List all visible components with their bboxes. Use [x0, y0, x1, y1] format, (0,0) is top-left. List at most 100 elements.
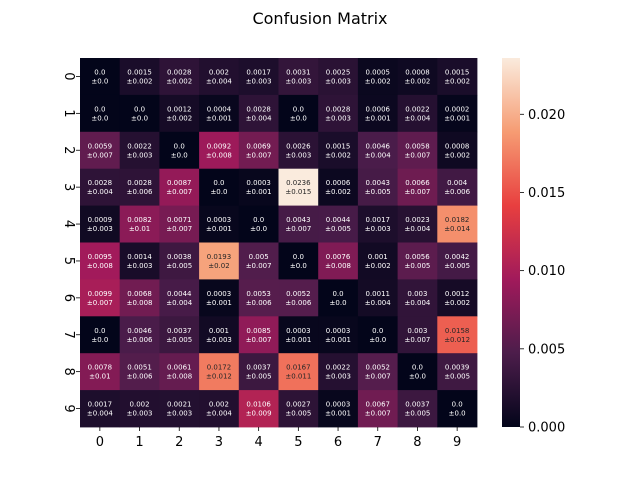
cell-value-label: 0.0003 — [246, 179, 271, 187]
cell-value-label: 0.0193 — [207, 253, 232, 261]
heatmap-cell — [119, 58, 160, 96]
cell-value-label: 0.005 — [249, 253, 269, 261]
heatmap-cell — [278, 242, 319, 280]
cell-std-label: ±0.014 — [444, 225, 470, 233]
heatmap-cell — [397, 58, 438, 96]
heatmap-cell — [199, 131, 240, 170]
cell-std-label: ±0.005 — [285, 410, 311, 418]
heatmap-cell — [159, 205, 200, 243]
cell-std-label: ±0.0 — [91, 114, 108, 122]
cell-value-label: 0.0052 — [286, 290, 311, 298]
y-tick-label: 6 — [61, 294, 76, 302]
cell-std-label: ±0.004 — [404, 114, 430, 122]
cell-value-label: 0.0 — [213, 179, 224, 187]
heatmap-cell — [238, 390, 279, 428]
heatmap-cell — [278, 279, 319, 317]
heatmap-cell — [80, 390, 121, 428]
cell-value-label: 0.0002 — [445, 105, 470, 113]
heatmap-cell — [119, 390, 160, 428]
heatmap-cell — [318, 58, 359, 96]
cell-std-label: ±0.0 — [91, 77, 108, 85]
x-tick-label: 5 — [294, 435, 302, 450]
cell-value-label: 0.0009 — [88, 216, 113, 224]
cell-std-label: ±0.006 — [444, 188, 470, 196]
heatmap-cell — [278, 58, 319, 96]
cell-value-label: 0.0087 — [167, 179, 192, 187]
cell-std-label: ±0.003 — [87, 225, 113, 233]
cell-std-label: ±0.008 — [166, 373, 192, 381]
cell-value-label: 0.0069 — [246, 142, 271, 150]
heatmap-cell — [238, 168, 279, 206]
cell-std-label: ±0.005 — [325, 225, 351, 233]
heatmap-cell — [437, 131, 478, 170]
cell-std-label: ±0.005 — [444, 262, 470, 270]
heatmap-cell — [238, 279, 279, 317]
cell-value-label: 0.0085 — [246, 327, 271, 335]
cell-value-label: 0.0043 — [286, 216, 311, 224]
cell-std-label: ±0.002 — [365, 77, 391, 85]
heatmap-cell — [119, 168, 160, 206]
cell-std-label: ±0.008 — [206, 151, 232, 159]
colorbar-tick-label: 0.000 — [528, 421, 565, 436]
cell-std-label: ±0.007 — [404, 188, 430, 196]
cell-value-label: 0.0005 — [366, 68, 391, 76]
cell-value-label: 0.0046 — [127, 327, 152, 335]
cell-std-label: ±0.006 — [127, 373, 153, 381]
cell-value-label: 0.0022 — [405, 105, 430, 113]
cell-value-label: 0.0008 — [405, 68, 430, 76]
cell-std-label: ±0.003 — [365, 225, 391, 233]
cell-value-label: 0.0058 — [405, 142, 430, 150]
cell-std-label: ±0.007 — [404, 151, 430, 159]
x-tick-label: 7 — [374, 435, 382, 450]
cell-std-label: ±0.01 — [129, 225, 150, 233]
cell-value-label: 0.0051 — [127, 364, 152, 372]
cell-value-label: 0.0067 — [366, 401, 391, 409]
cell-value-label: 0.0066 — [405, 179, 430, 187]
cell-std-label: ±0.001 — [206, 114, 232, 122]
cell-std-label: ±0.02 — [208, 262, 229, 270]
heatmap-cell — [397, 390, 438, 428]
cell-std-label: ±0.007 — [246, 336, 272, 344]
cell-std-label: ±0.0 — [409, 373, 426, 381]
cell-std-label: ±0.0 — [91, 336, 108, 344]
heatmap-cell — [238, 58, 279, 96]
cell-value-label: 0.002 — [209, 401, 229, 409]
cell-std-label: ±0.007 — [246, 151, 272, 159]
cell-value-label: 0.0037 — [246, 364, 271, 372]
cell-value-label: 0.0059 — [88, 142, 113, 150]
cell-value-label: 0.0172 — [207, 364, 232, 372]
heatmap-cell — [278, 94, 319, 133]
cell-std-label: ±0.004 — [404, 225, 430, 233]
y-tick-label: 3 — [61, 183, 76, 191]
heatmap-cell — [119, 279, 160, 317]
heatmap-cell — [357, 131, 398, 170]
cell-std-label: ±0.007 — [166, 188, 192, 196]
cell-value-label: 0.0006 — [366, 105, 391, 113]
cell-value-label: 0.0003 — [207, 216, 232, 224]
cell-std-label: ±0.004 — [404, 299, 430, 307]
x-tick-label: 0 — [96, 435, 104, 450]
cell-std-label: ±0.006 — [285, 299, 311, 307]
cell-value-label: 0.0028 — [246, 105, 271, 113]
cell-value-label: 0.0044 — [167, 290, 192, 298]
cell-value-label: 0.0182 — [445, 216, 470, 224]
cell-value-label: 0.0 — [134, 105, 145, 113]
cell-std-label: ±0.003 — [285, 151, 311, 159]
heatmap-cell — [318, 279, 359, 317]
cell-std-label: ±0.002 — [325, 188, 351, 196]
heatmap-cell — [437, 279, 478, 317]
cell-value-label: 0.0052 — [366, 364, 391, 372]
cell-value-label: 0.0014 — [127, 253, 152, 261]
heatmap-cell — [278, 390, 319, 428]
y-tick-label: 1 — [61, 109, 76, 117]
heatmap-cell — [80, 58, 121, 96]
heatmap-cell — [80, 205, 121, 243]
cell-value-label: 0.0015 — [445, 68, 470, 76]
heatmap-cell — [318, 94, 359, 133]
cell-value-label: 0.0044 — [326, 216, 351, 224]
heatmap-cell — [437, 94, 478, 133]
cell-value-label: 0.0012 — [445, 290, 470, 298]
cell-std-label: ±0.007 — [166, 225, 192, 233]
cell-std-label: ±0.007 — [365, 373, 391, 381]
cell-value-label: 0.0 — [412, 364, 423, 372]
